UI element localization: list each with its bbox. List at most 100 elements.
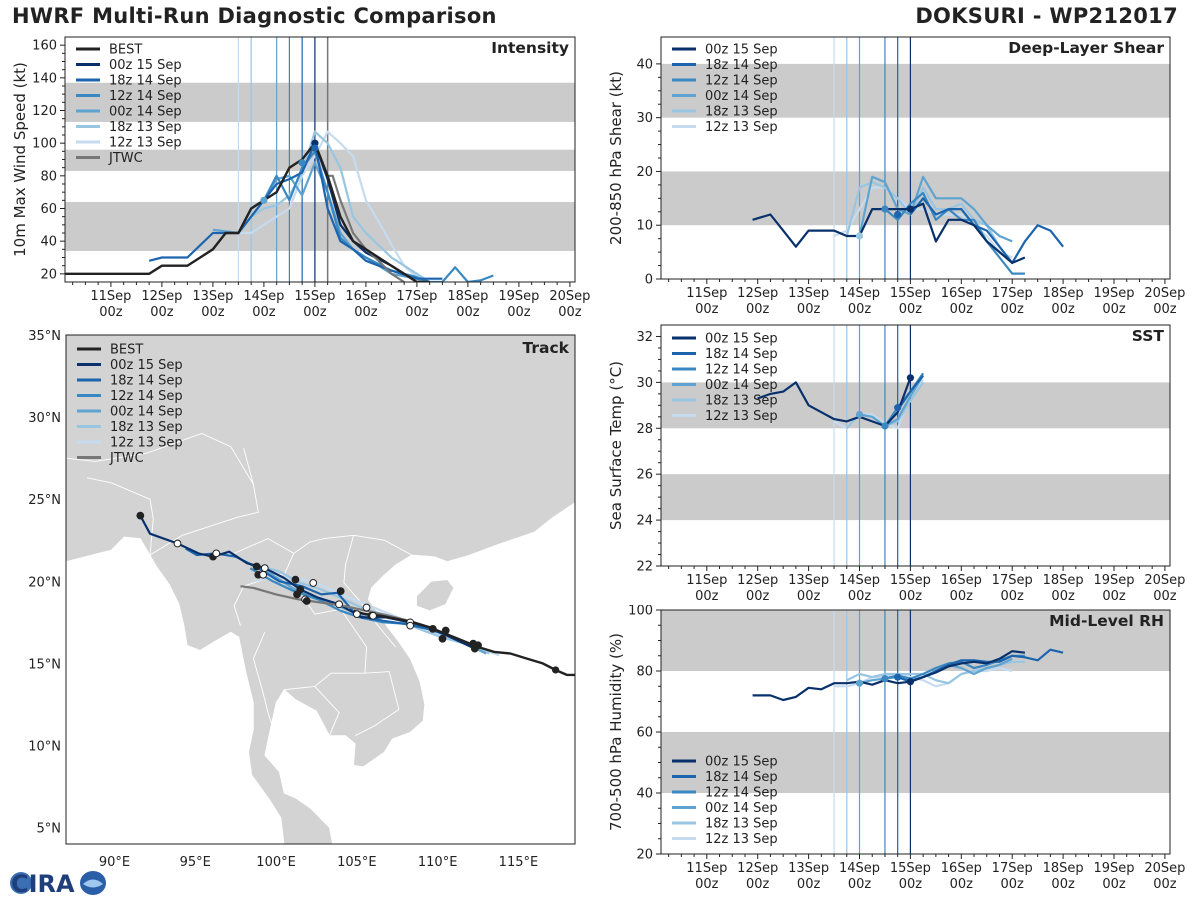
shaded-band xyxy=(661,63,1170,118)
x-tick-label: 15Sep xyxy=(890,573,931,588)
shaded-band xyxy=(65,82,575,122)
shaded-band xyxy=(661,732,1170,793)
y-tick-label: 40 xyxy=(40,235,57,250)
y-tick-label: 60 xyxy=(636,726,653,741)
plot-area xyxy=(661,325,1170,566)
x-tick-hour: 00z xyxy=(899,302,923,317)
y-tick-label: 10 xyxy=(636,219,653,234)
track-position-marker xyxy=(291,575,300,584)
x-tick-label: 16Sep xyxy=(941,573,982,588)
track-position-marker xyxy=(469,639,478,648)
x-tick-label: 17Sep xyxy=(992,573,1033,588)
x-tick-label: 11Sep xyxy=(686,286,727,301)
x-tick-label: 15Sep xyxy=(294,289,335,304)
track-position-marker xyxy=(173,539,182,548)
x-tick-label: 20Sep xyxy=(549,289,590,304)
legend-label: 12z 13 Sep xyxy=(705,409,778,424)
x-tick-label: 13Sep xyxy=(788,573,829,588)
track-position-marker xyxy=(259,570,268,579)
legend-label: 18z 13 Sep xyxy=(109,120,182,135)
x-tick-label: 15Sep xyxy=(890,861,931,876)
y-tick-label: 30 xyxy=(636,111,653,126)
shaded-band xyxy=(661,610,1170,671)
track-position-marker xyxy=(362,603,371,612)
lon-tick-label: 110°E xyxy=(418,855,458,870)
rh-panel: 2040608010011Sep00z12Sep00z13Sep00z14Sep… xyxy=(607,605,1185,892)
y-tick-label: 20 xyxy=(636,848,653,863)
figure-title: HWRF Multi-Run Diagnostic Comparison xyxy=(12,4,497,28)
series-line-1 xyxy=(148,142,443,280)
map-frame xyxy=(65,334,576,845)
lon-tick-label: 90°E xyxy=(99,855,130,870)
legend-label: JTWC xyxy=(109,451,144,466)
shaded-band xyxy=(661,474,1170,521)
legend-label: 00z 15 Sep xyxy=(705,43,778,58)
lon-tick-label: 105°E xyxy=(337,855,377,870)
series-line-1 xyxy=(909,197,1064,264)
track-panel: 90°E 95°E 100°E 105°E 110°E 115°E 5°N 10°N 15°N 2… xyxy=(28,330,576,870)
series-line-5 xyxy=(238,130,418,278)
init-marker xyxy=(894,673,902,681)
x-tick-hour: 00z xyxy=(848,589,872,604)
hainan-island xyxy=(416,579,455,612)
lat-tick-label: 10°N xyxy=(28,739,61,754)
x-tick-hour: 00z xyxy=(507,305,531,320)
y-tick-label: 20 xyxy=(636,165,653,180)
y-tick-label: 40 xyxy=(636,787,653,802)
y-tick-label: 28 xyxy=(636,422,653,437)
legend-label: 12z 14 Sep xyxy=(109,89,182,104)
cira-logo: CIRA xyxy=(10,870,106,898)
init-marker xyxy=(311,144,319,152)
x-tick-label: 20Sep xyxy=(1144,861,1185,876)
x-tick-hour: 00z xyxy=(1102,877,1126,892)
y-axis-label: 200-850 hPa Shear (kt) xyxy=(607,71,625,245)
x-tick-label: 16Sep xyxy=(941,286,982,301)
x-tick-label: 12Sep xyxy=(737,573,778,588)
x-tick-hour: 00z xyxy=(950,589,974,604)
x-tick-hour: 00z xyxy=(695,302,719,317)
legend-label: 18z 14 Sep xyxy=(110,374,183,389)
country-border xyxy=(343,535,396,648)
map-area xyxy=(66,335,575,844)
track-position-marker xyxy=(260,564,269,573)
x-tick-hour: 00z xyxy=(695,589,719,604)
x-tick-hour: 00z xyxy=(1153,302,1177,317)
y-tick-label: 0 xyxy=(645,273,653,288)
track-position-marker xyxy=(309,579,318,587)
x-tick-hour: 00z xyxy=(303,305,327,320)
track-position-marker xyxy=(406,621,415,630)
legend-label: 12z 14 Sep xyxy=(705,786,778,801)
x-tick-label: 13Sep xyxy=(192,289,233,304)
y-tick-label: 20 xyxy=(40,267,57,282)
plot-area xyxy=(661,37,1170,279)
y-tick-label: 160 xyxy=(32,39,57,54)
x-tick-hour: 00z xyxy=(746,302,770,317)
track-position-marker xyxy=(335,600,343,609)
x-tick-label: 11Sep xyxy=(90,289,131,304)
init-marker xyxy=(881,422,889,430)
y-tick-label: 140 xyxy=(32,71,57,86)
x-tick-label: 11Sep xyxy=(686,861,727,876)
y-axis-label: 10m Max Wind Speed (kt) xyxy=(11,62,29,257)
x-tick-hour: 00z xyxy=(1001,302,1025,317)
init-marker xyxy=(894,404,902,412)
best-track-marker xyxy=(552,666,560,674)
country-border xyxy=(252,632,275,733)
x-tick-hour: 00z xyxy=(1102,589,1126,604)
legend-label: BEST xyxy=(110,343,143,358)
x-tick-hour: 00z xyxy=(558,305,582,320)
x-tick-label: 19Sep xyxy=(1093,861,1134,876)
legend-label: 18z 13 Sep xyxy=(705,817,778,832)
init-marker xyxy=(855,410,864,419)
lat-tick-label: 30°N xyxy=(28,411,61,426)
x-tick-hour: 00z xyxy=(899,877,923,892)
track-position-marker xyxy=(441,626,450,635)
legend-label: 18z 13 Sep xyxy=(705,394,778,409)
country-border xyxy=(314,686,340,736)
init-marker xyxy=(298,159,306,167)
x-tick-hour: 00z xyxy=(950,877,974,892)
jtwc-track xyxy=(240,585,409,622)
